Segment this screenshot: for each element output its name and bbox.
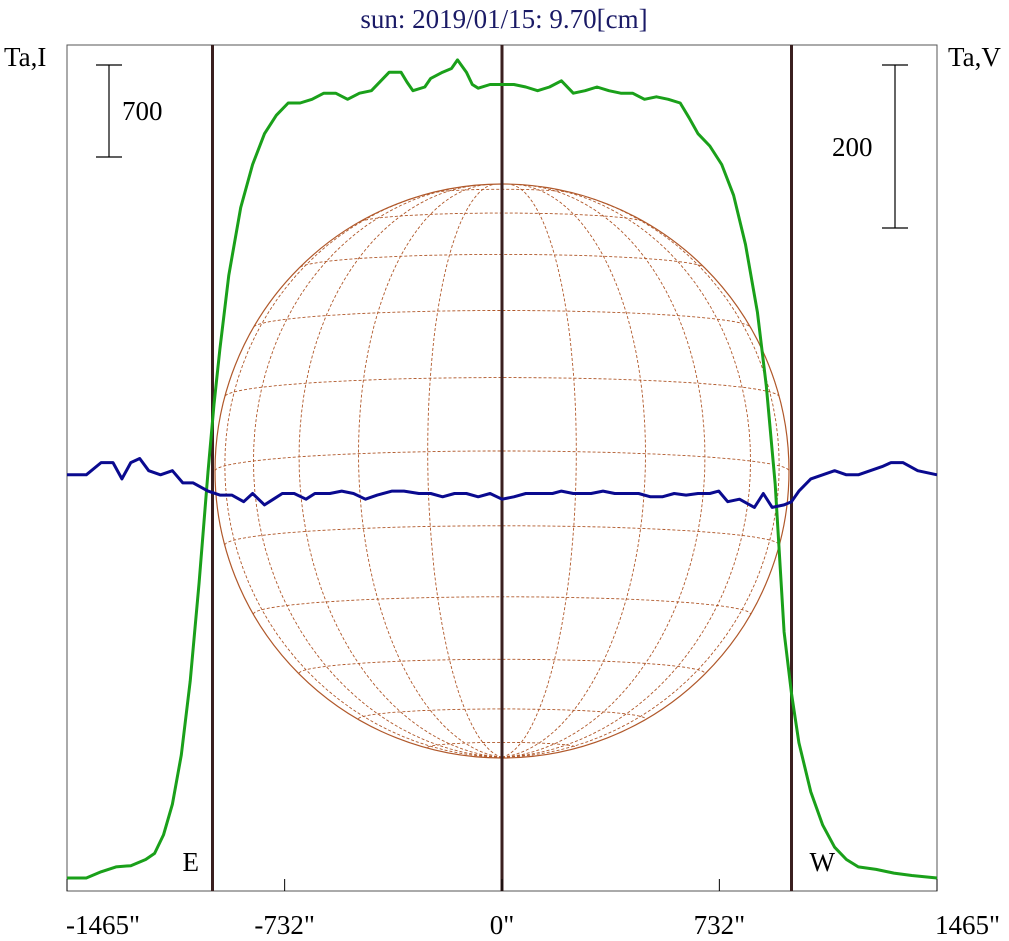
latitude-line <box>358 708 646 720</box>
x-tick-label: -1465" <box>66 910 140 940</box>
left-axis-label: Ta,I <box>4 42 46 72</box>
longitude-line <box>427 183 503 758</box>
longitude-line <box>298 184 503 758</box>
longitude-line <box>501 183 577 758</box>
left-scale-bar <box>96 64 122 158</box>
limb-marker-label: E <box>182 847 199 877</box>
longitude-line <box>501 196 780 758</box>
longitude-line <box>253 186 503 758</box>
limb-marker-label: W <box>810 847 836 877</box>
longitude-line <box>224 196 503 758</box>
x-tick-label: 0" <box>490 910 515 940</box>
latitude-line <box>253 310 751 328</box>
right-scale-value: 200 <box>832 132 873 162</box>
x-tick-label: -732" <box>254 910 315 940</box>
series-line-intensity <box>67 58 938 880</box>
left-scale-value: 700 <box>122 96 163 126</box>
series-line-polarization <box>67 457 938 509</box>
longitude-line <box>501 184 706 758</box>
longitude-line <box>501 186 751 758</box>
latitude-line <box>298 658 706 674</box>
longitude-line <box>501 184 646 758</box>
x-tick-label: 732" <box>694 910 746 940</box>
x-axis: -1465" -732" 0" 732" 1465" <box>66 879 1000 940</box>
chart-title: sun: 2019/01/15: 9.70[cm] <box>360 4 647 34</box>
longitude-line <box>358 184 503 758</box>
right-axis-label: Ta,V <box>948 42 1001 72</box>
series-group <box>67 58 938 880</box>
x-tick-label: 1465" <box>935 910 1000 940</box>
right-scale-bar <box>882 64 908 229</box>
